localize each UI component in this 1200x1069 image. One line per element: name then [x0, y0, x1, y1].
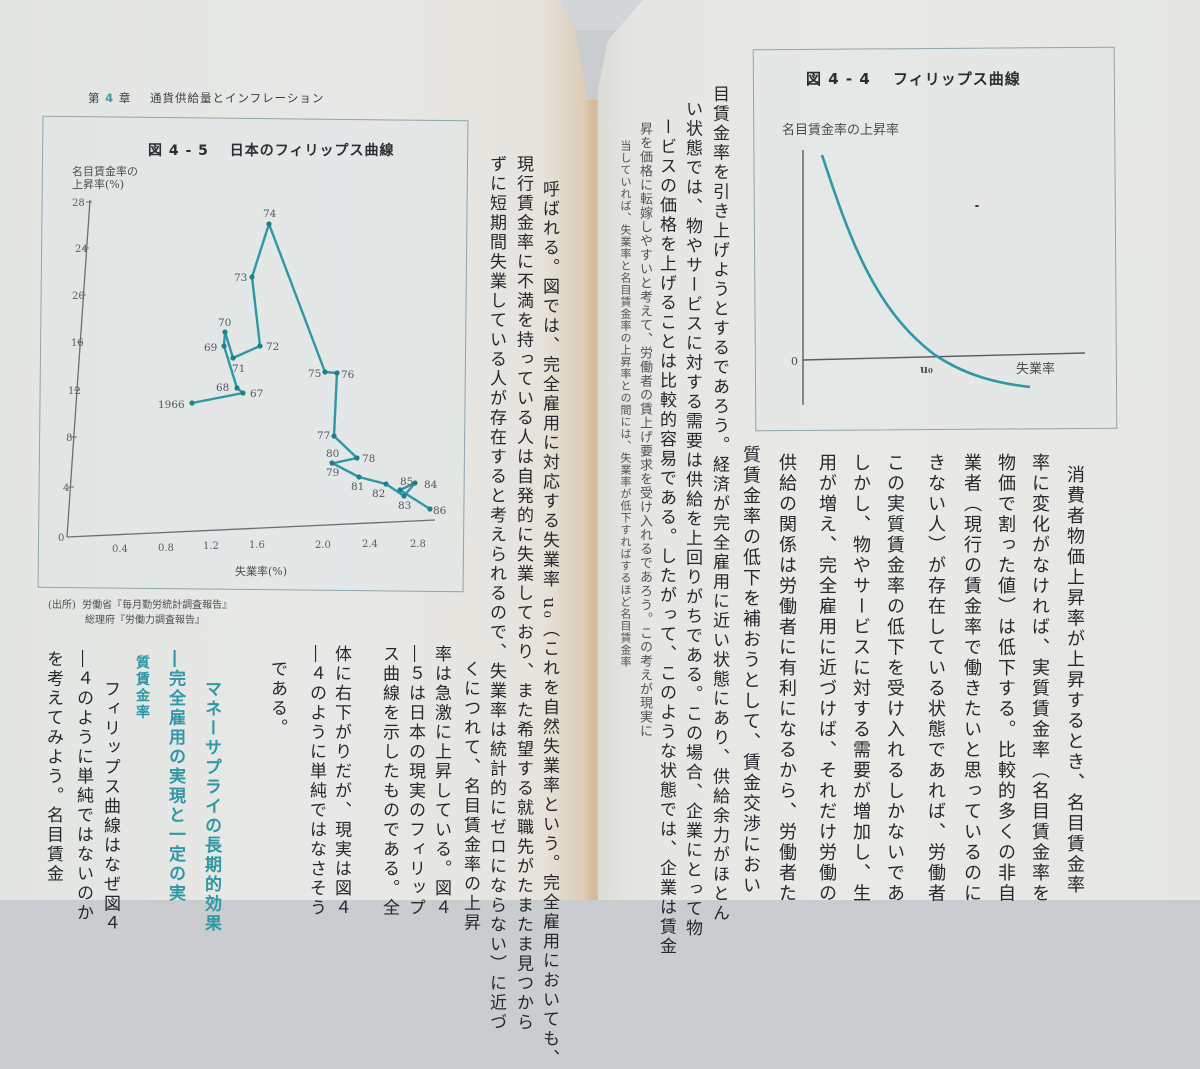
section-heading: 質賃金率	[134, 655, 150, 721]
text-column: 昇を価格に転嫁しやすいと考えて、労働者の賃上げ要求を受け入れるであろう。この考え…	[637, 122, 652, 738]
text-column: 消費者物価上昇率が上昇するとき、名目賃金率	[1064, 465, 1085, 896]
text-column: しかし、物やサービスに対する需要が増加し、生	[850, 453, 871, 904]
text-column: 用が増え、完全雇用に近づけば、それだけ労働の	[816, 453, 837, 904]
text-column: い状態では、物やサービスに対する需要は供給を上回りがちである。この場合、企業にと…	[682, 100, 702, 939]
svg-text:82: 82	[372, 488, 385, 500]
fig44-phillips-curve	[820, 154, 1031, 389]
text-column: である。	[267, 660, 287, 738]
chapter-title: 通貨供給量とインフレーション	[149, 91, 325, 105]
text-column: ずに短期間失業している人が存在すると考えられるので、失業率は統計的にゼロにならな…	[486, 155, 506, 1033]
svg-text:72: 72	[266, 341, 279, 353]
source-line-2: 総理府『労働力調査報告』	[85, 615, 205, 626]
text-column: 質賃金率の低下を補おうとして、賃金交渉におい	[740, 445, 761, 896]
fig45-x-axis-label: 失業率(%)	[235, 564, 287, 578]
svg-text:0: 0	[58, 533, 64, 544]
svg-text:73: 73	[234, 272, 247, 284]
figure-4-4-chart: 失業率 0 u₀	[791, 150, 1086, 405]
text-column: 率は急激に上昇している。図４	[431, 645, 451, 918]
fig45-x-ticks: 0.4 0.8 1.2 1.6 2.0 2.4 2.8	[112, 539, 426, 555]
svg-text:2.8: 2.8	[410, 539, 426, 550]
svg-text:84: 84	[424, 479, 438, 491]
text-column: 率に変化がなければ、実質賃金率（名目賃金率を	[1029, 453, 1050, 904]
svg-text:失業率: 失業率	[1016, 361, 1055, 377]
section-heading: ―完全雇用の実現と一定の実	[165, 650, 185, 904]
text-column: ―５は日本の現実のフィリップ	[405, 645, 425, 918]
text-column: フィリップス曲線はなぜ図４	[100, 680, 120, 934]
svg-text:24: 24	[75, 244, 88, 255]
svg-text:81: 81	[351, 481, 364, 493]
chapter-prefix: 第	[88, 91, 101, 105]
svg-text:0.4: 0.4	[112, 544, 128, 555]
text-column: 呼ばれる。図では、完全雇用に対応する失業率 u₀（これを自然失業率という。完全雇…	[539, 180, 559, 1069]
svg-text:8: 8	[66, 433, 72, 444]
fig44-y-axis-label: 名目賃金率の上昇率	[782, 123, 900, 138]
source-line-1: 労働省『毎月勤労統計調査報告』	[82, 600, 233, 611]
svg-text:2.4: 2.4	[362, 539, 378, 550]
svg-text:79: 79	[326, 467, 339, 479]
svg-text:70: 70	[218, 317, 231, 329]
text-column: この実質賃金率の低下を受け入れるしかないであ	[884, 453, 905, 904]
text-column: ―４のように単純ではないのか	[73, 650, 93, 923]
svg-text:69: 69	[204, 342, 217, 354]
svg-text:28: 28	[72, 198, 85, 209]
running-head: 第 4 章 通貨供給量とインフレーション	[88, 90, 324, 106]
svg-text:85: 85	[400, 476, 413, 488]
chapter-number: 4	[105, 91, 115, 105]
svg-text:74: 74	[263, 208, 277, 220]
text-column: 体に右下がりだが、現実は図４	[331, 645, 351, 918]
chapter-suffix: 章	[118, 91, 132, 105]
text-column: くにつれて、名目賃金率の上昇	[460, 660, 480, 933]
svg-text:1.6: 1.6	[249, 540, 265, 551]
svg-text:1.2: 1.2	[203, 541, 219, 552]
svg-text:0: 0	[791, 355, 798, 368]
svg-text:2.0: 2.0	[315, 540, 331, 551]
svg-text:0.8: 0.8	[158, 543, 174, 554]
svg-text:80: 80	[326, 448, 339, 460]
text-column: ス曲線を示したものである。全	[379, 645, 399, 918]
svg-text:u₀: u₀	[920, 363, 933, 376]
text-column: きない人）が存在している状態であれば、労働者	[925, 453, 946, 904]
svg-text:16: 16	[71, 338, 84, 349]
text-column: 目賃金率を引き上げようとするであろう。経済が完全雇用に近い状態にあり、供給余力が…	[709, 85, 729, 924]
fig45-y-axis-label: 名目賃金率の 上昇率(%)	[72, 165, 138, 191]
fig45-data-points	[189, 221, 433, 512]
text-column: を考えてみよう。名目賃金	[43, 650, 63, 884]
text-column: 業者（現行の賃金率で働きたいと思っているのに	[961, 453, 982, 904]
right-page	[598, 0, 1200, 900]
source-label: (出所)	[48, 600, 76, 611]
fig45-axes	[66, 199, 436, 538]
svg-text:67: 67	[250, 388, 263, 400]
svg-text:86: 86	[433, 505, 447, 517]
svg-text:4: 4	[63, 483, 69, 494]
svg-text:75: 75	[308, 368, 321, 380]
text-column: 現行賃金率に不満を持っている人は自発的に失業しており、また希望する就職先がたまた…	[513, 155, 533, 1033]
text-column: 供給の関係は労働者に有利になるから、労働者た	[776, 453, 797, 904]
left-page	[0, 0, 590, 900]
svg-text:83: 83	[398, 500, 411, 512]
text-column: 物価で割った値）は低下する。比較的多くの非自	[995, 453, 1016, 904]
figure-4-5-title: 図 4 - 5 日本のフィリップス曲線	[148, 143, 395, 159]
figure-4-4-title: 図 4 - 4 フィリップス曲線	[806, 70, 1021, 88]
section-heading: マネーサプライの長期的効果	[201, 680, 221, 934]
svg-text:12: 12	[68, 386, 81, 397]
fig45-point-labels: 1966 67 68 69 70 71 72 73 74 75 76 77 78…	[158, 208, 447, 517]
fig45-y-ticks: 28 24 20 16 12 8 4 0	[58, 198, 92, 544]
paper-speck	[975, 205, 979, 207]
svg-text:68: 68	[216, 382, 229, 394]
figure-4-5-chart: 28 24 20 16 12 8 4 0 0.4 0.8 1.2 1.6 2.0…	[58, 198, 447, 578]
svg-text:76: 76	[341, 369, 355, 381]
fig44-x-axis	[802, 352, 1086, 361]
svg-text:78: 78	[362, 453, 375, 465]
figure-4-5-source: (出所) 労働省『毎月勤労統計調査報告』 総理府『労働力調査報告』	[48, 598, 232, 628]
svg-text:71: 71	[232, 363, 245, 375]
text-column: ービスの価格を上げることは比較的容易である。したがって、このような状態では、企業…	[656, 118, 676, 957]
svg-text:77: 77	[317, 430, 330, 442]
svg-text:20: 20	[72, 291, 85, 302]
text-column: ―４のように単純ではなさそう	[306, 645, 326, 918]
svg-text:1966: 1966	[158, 399, 185, 411]
text-column: 当していれば、失業率と名目賃金率の上昇率との間には、失業率が低下すればするほど名…	[619, 140, 632, 668]
